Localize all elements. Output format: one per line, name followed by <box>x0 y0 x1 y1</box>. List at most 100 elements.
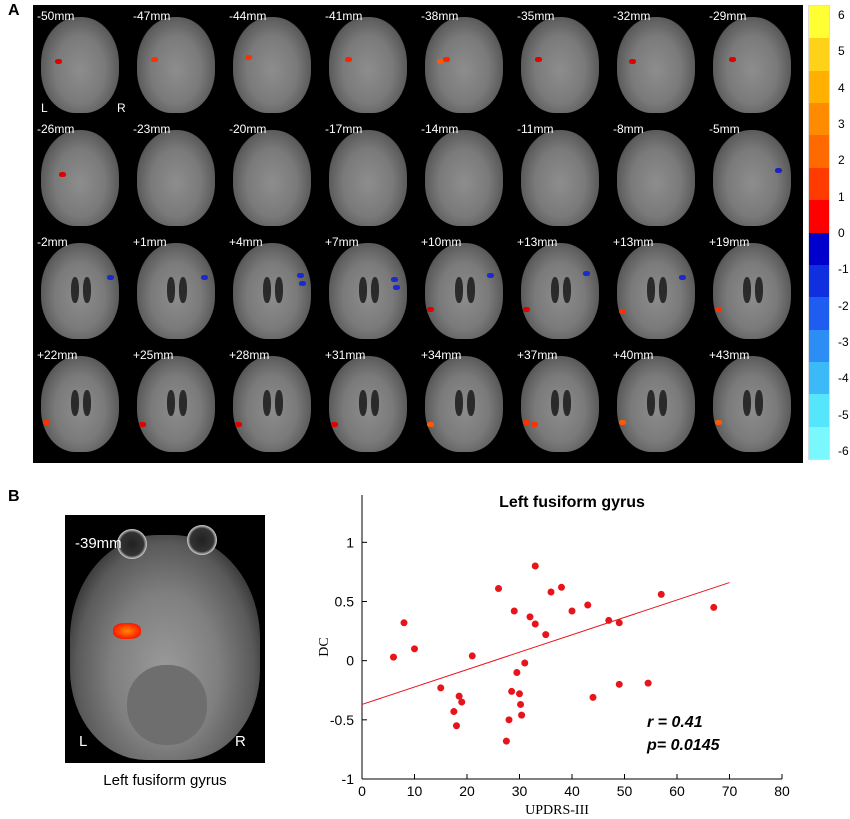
colorbar-tick-label: -6 <box>838 444 849 458</box>
activation-blob <box>523 307 530 312</box>
slice-label: -35mm <box>517 9 555 23</box>
ventricle <box>71 390 79 416</box>
slice-label: +4mm <box>229 235 263 249</box>
brain-slice <box>713 130 791 226</box>
axial-slice: +40mm <box>609 346 705 460</box>
ventricle <box>263 277 271 303</box>
colorbar-band <box>809 264 829 298</box>
ventricle <box>659 390 667 416</box>
activation-blob <box>487 273 494 278</box>
fusiform-slice-image: -39mm L R <box>65 515 265 763</box>
data-point <box>517 700 525 708</box>
slice-label: +13mm <box>517 235 558 249</box>
data-point <box>455 692 463 700</box>
ventricle <box>167 277 175 303</box>
slice-label: -47mm <box>133 9 171 23</box>
axial-slice: +28mm <box>225 346 321 460</box>
eye-right <box>187 525 217 555</box>
brain-slice <box>425 243 503 339</box>
activation-blob <box>107 275 114 280</box>
brain-slice <box>329 17 407 113</box>
slice-label: -5mm <box>709 122 740 136</box>
data-point <box>400 619 408 627</box>
colorbar-tick-label: -1 <box>838 262 849 277</box>
colorbar-band <box>809 200 829 233</box>
brain-slice <box>425 17 503 113</box>
axial-slice: -47mm <box>129 7 225 121</box>
colorbar-band <box>809 329 829 363</box>
x-tick-label: 60 <box>669 783 685 799</box>
brain-slice <box>425 356 503 452</box>
data-point <box>542 631 550 639</box>
data-point <box>710 603 718 611</box>
activation-blob <box>679 275 686 280</box>
data-point <box>521 659 529 667</box>
data-point <box>615 619 623 627</box>
slice-label: +40mm <box>613 348 654 362</box>
ventricle <box>83 277 91 303</box>
slice-label: -11mm <box>517 122 554 136</box>
colorbar-tick-label: -3 <box>838 335 849 349</box>
axial-slice: -23mm <box>129 120 225 234</box>
activation-blob <box>427 307 434 312</box>
activation-blob <box>245 55 252 60</box>
colorbar-tick-label: 4 <box>838 80 845 95</box>
colorbar-tick-label: 5 <box>838 44 845 59</box>
brain-slice <box>329 130 407 226</box>
slice-label: -29mm <box>709 9 747 23</box>
axial-slice: +13mm <box>513 233 609 347</box>
data-point <box>411 645 418 653</box>
activation-blob <box>393 285 400 290</box>
activation-blob <box>345 57 352 62</box>
panel-a-label: A <box>8 2 20 19</box>
slice-label: -50mm <box>37 9 75 23</box>
x-tick-label: 30 <box>512 783 528 799</box>
axial-slice: -41mm <box>321 7 417 121</box>
slice-label: +13mm <box>613 235 654 249</box>
axial-slice: +34mm <box>417 346 513 460</box>
x-tick-label: 50 <box>617 783 633 799</box>
brain-slice <box>233 356 311 452</box>
slice-label: -17mm <box>325 122 363 136</box>
y-tick-label: 1 <box>346 534 354 550</box>
slice-label: -41mm <box>325 9 363 23</box>
axial-slice: +10mm <box>417 233 513 347</box>
colorbar-tick-label: 3 <box>838 117 845 131</box>
colorbar-tick-label: -2 <box>838 298 849 313</box>
data-point <box>450 708 458 716</box>
axial-slice: -14mm <box>417 120 513 234</box>
y-tick-label: -0.5 <box>330 712 354 728</box>
activation-blob <box>535 57 542 62</box>
axial-slice: -20mm <box>225 120 321 234</box>
data-point <box>644 679 652 687</box>
activation-blob <box>299 281 306 286</box>
activation-cluster <box>113 623 141 639</box>
axial-slice: -11mm <box>513 120 609 234</box>
ventricle <box>167 390 175 416</box>
y-tick-label: 0 <box>346 653 354 669</box>
y-axis-label: DC <box>317 637 332 656</box>
ventricle <box>455 277 463 303</box>
ventricle <box>551 277 559 303</box>
colorbar <box>808 5 830 460</box>
slice-label: +10mm <box>421 235 462 249</box>
brain-slice <box>329 356 407 452</box>
brain-slice <box>41 356 119 452</box>
brain-slice <box>617 356 695 452</box>
annotation-p: p= 0.0145 <box>646 737 721 754</box>
data-point <box>526 613 534 621</box>
ventricle <box>467 277 475 303</box>
colorbar-tick-label: 2 <box>838 153 845 168</box>
colorbar-tick-label: 1 <box>838 189 845 204</box>
annotation-r: r = 0.41 <box>647 714 703 731</box>
slice-label: -39mm <box>75 535 122 552</box>
brain-slice <box>137 130 215 226</box>
colorbar-band <box>809 70 829 104</box>
activation-blob <box>151 57 158 62</box>
data-point <box>568 607 576 615</box>
ventricle <box>467 390 475 416</box>
colorbar-band <box>809 394 829 428</box>
colorbar-band <box>809 6 829 39</box>
ventricle <box>359 390 367 416</box>
ventricle <box>71 277 79 303</box>
